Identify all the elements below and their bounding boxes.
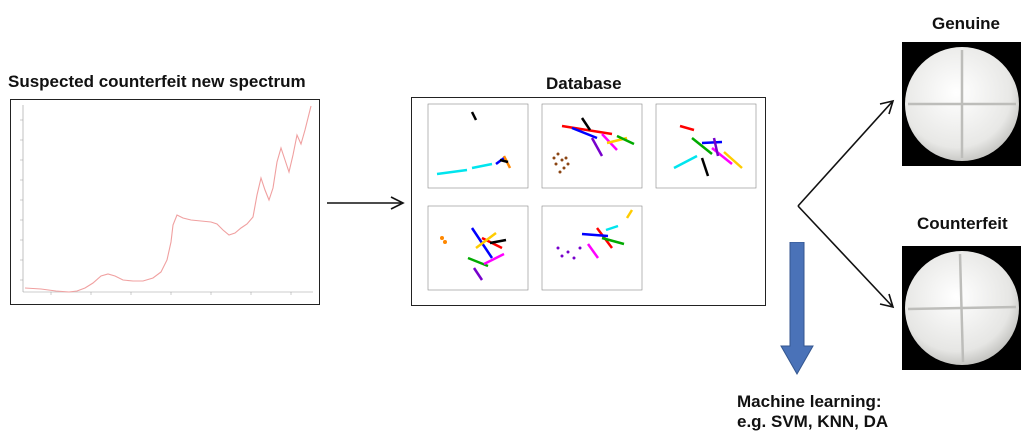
genuine-tablet-image — [902, 42, 1021, 166]
method-line-1: Machine learning: — [737, 392, 882, 411]
database-panel — [411, 97, 766, 306]
method-line-2: e.g. SVM, KNN, DA — [737, 412, 889, 431]
scatter-plot-1 — [427, 103, 529, 189]
arrow-to-genuine — [797, 101, 893, 207]
spectrum-plot — [20, 105, 313, 295]
scatter-plot-4 — [427, 205, 529, 291]
arrow-to-counterfeit — [797, 205, 893, 307]
counterfeit-label: Counterfeit — [917, 214, 1008, 233]
spectrum-title: Suspected counterfeit new spectrum — [8, 72, 306, 91]
machine-learning-arrow — [780, 242, 814, 376]
scatter-plot-5 — [541, 205, 643, 291]
database-scatter-grid — [427, 103, 757, 291]
database-title: Database — [546, 74, 622, 93]
counterfeit-tablet-image — [902, 246, 1021, 370]
arrow-to-database — [327, 196, 405, 210]
spectrum-curve — [24, 105, 312, 293]
scatter-plot-2 — [541, 103, 643, 189]
scatter-plot-3 — [655, 103, 757, 189]
spectrum-panel — [10, 99, 320, 305]
branch-arrows — [797, 99, 895, 309]
genuine-label: Genuine — [932, 14, 1001, 33]
